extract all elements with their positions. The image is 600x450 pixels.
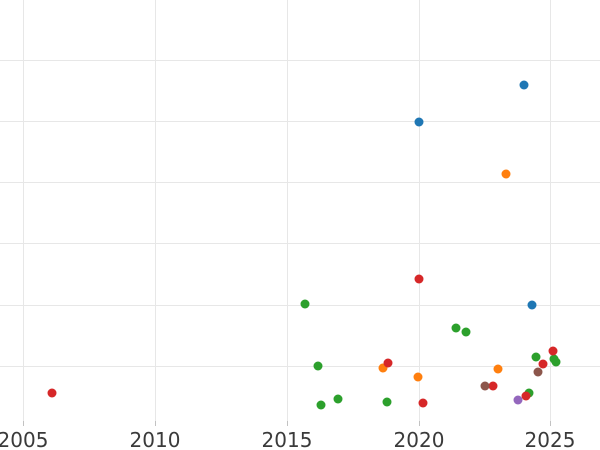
- data-point: [414, 274, 424, 284]
- data-point: [501, 169, 511, 179]
- x-tick-label: 2015: [261, 428, 313, 450]
- x-tick-mark: [419, 421, 420, 426]
- x-gridline: [155, 0, 156, 421]
- x-tick-label: 2020: [393, 428, 445, 450]
- x-tick-label: 2005: [0, 428, 49, 450]
- x-gridline: [287, 0, 288, 421]
- x-tick-mark: [287, 421, 288, 426]
- data-point: [378, 363, 388, 373]
- data-point: [316, 400, 326, 410]
- data-point: [480, 381, 490, 391]
- x-tick-mark: [23, 421, 24, 426]
- data-point: [313, 361, 323, 371]
- x-gridline: [23, 0, 24, 421]
- data-point: [551, 357, 560, 366]
- data-point: [333, 394, 343, 404]
- data-point: [521, 391, 531, 400]
- y-gridline: [0, 366, 600, 367]
- y-gridline: [0, 305, 600, 306]
- y-gridline: [0, 243, 600, 244]
- y-gridline: [0, 60, 600, 61]
- y-gridline: [0, 182, 600, 183]
- x-tick-mark: [550, 421, 551, 426]
- data-point: [531, 352, 541, 362]
- data-point: [538, 359, 548, 368]
- data-point: [533, 367, 543, 377]
- x-tick-label: 2025: [524, 428, 576, 450]
- x-tick-label: 2010: [129, 428, 181, 450]
- data-point: [413, 372, 423, 382]
- y-gridline: [0, 121, 600, 122]
- data-point: [519, 80, 529, 90]
- data-point: [493, 364, 503, 374]
- data-point: [513, 395, 523, 405]
- data-point: [383, 358, 393, 368]
- x-gridline: [550, 0, 551, 421]
- x-tick-mark: [155, 421, 156, 426]
- data-point: [488, 381, 498, 391]
- data-point: [527, 300, 537, 310]
- data-point: [47, 388, 57, 397]
- data-point: [300, 299, 310, 309]
- data-point: [548, 346, 558, 356]
- data-point: [414, 117, 424, 127]
- x-gridline: [419, 0, 420, 421]
- data-point: [382, 397, 392, 407]
- data-point: [451, 323, 461, 332]
- data-point: [461, 327, 470, 336]
- data-point: [418, 398, 428, 408]
